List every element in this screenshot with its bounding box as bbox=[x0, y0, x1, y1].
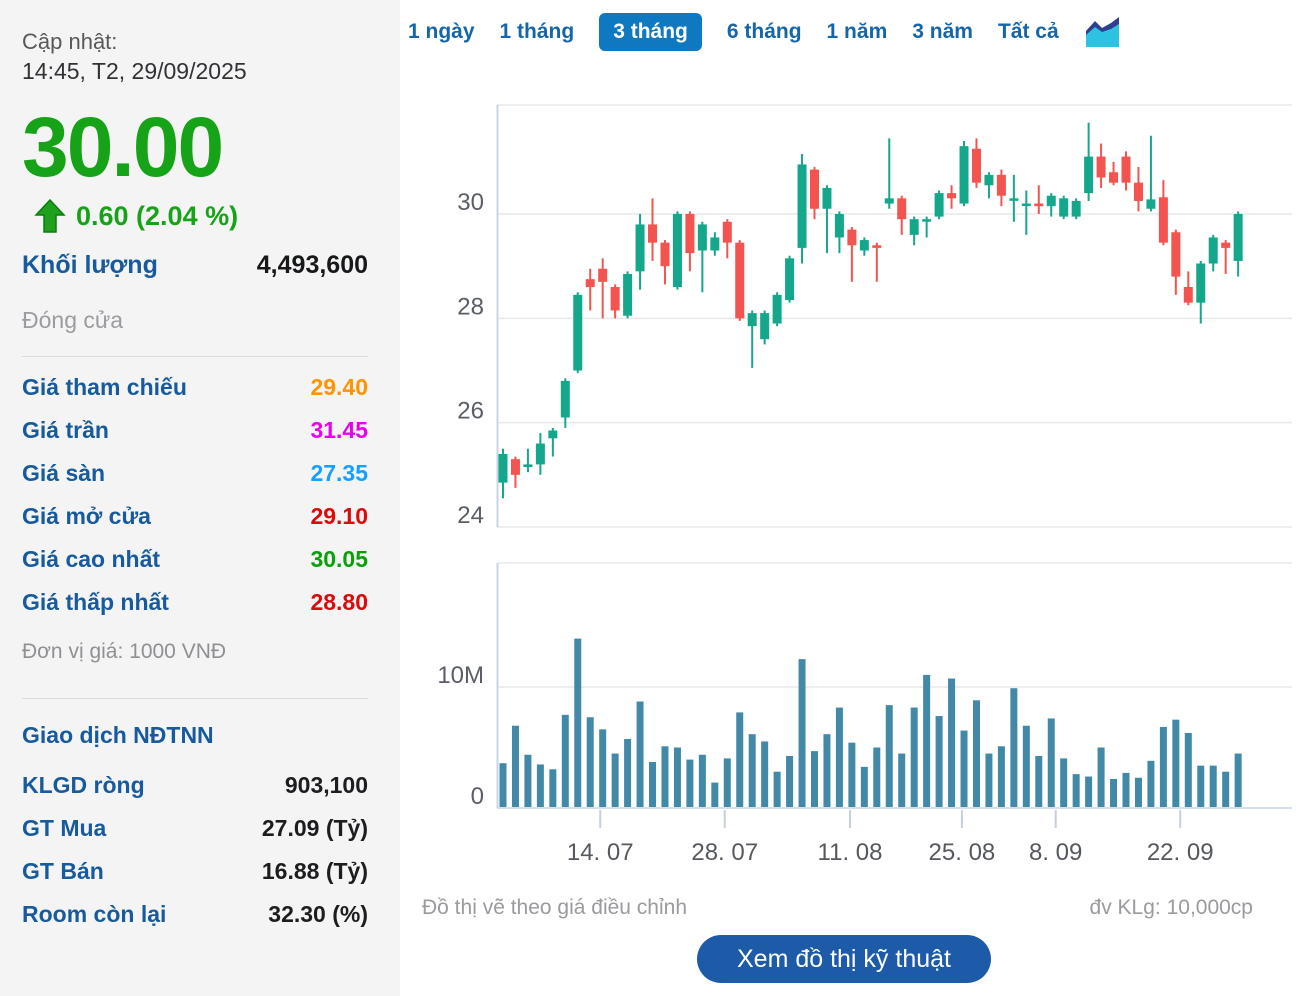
svg-text:25. 08: 25. 08 bbox=[929, 839, 996, 866]
tab-3-tháng[interactable]: 3 tháng bbox=[599, 13, 702, 51]
svg-text:0: 0 bbox=[471, 783, 484, 810]
table-row: Giá mở cửa 29.10 bbox=[22, 495, 368, 538]
updated-label: Cập nhật: bbox=[22, 29, 118, 54]
row-value: 29.40 bbox=[310, 374, 368, 400]
row-value: 903,100 bbox=[284, 772, 368, 798]
row-label: Giá thấp nhất bbox=[22, 589, 169, 615]
table-row: GT Bán 16.88 (Tỷ) bbox=[22, 850, 368, 893]
adjusted-price-note: Đồ thị vẽ theo giá điều chỉnh bbox=[422, 896, 688, 919]
price-unit-note: Đơn vị giá: 1000 VNĐ bbox=[22, 640, 227, 663]
price-info-table: Giá tham chiếu 29.40 Giá trần 31.45 Giá sàn 2… bbox=[22, 366, 376, 624]
row-label: Giá trần bbox=[22, 417, 109, 443]
volume-unit-note: đv KLg: 10,000cp bbox=[1089, 896, 1253, 919]
svg-text:28. 07: 28. 07 bbox=[691, 839, 758, 866]
svg-text:11. 08: 11. 08 bbox=[818, 839, 883, 866]
quote-sidebar: Cập nhật: 14:45, T2, 29/09/2025 30.00 0.… bbox=[0, 0, 400, 996]
arrow-up-icon bbox=[34, 199, 66, 233]
row-value: 31.45 bbox=[310, 417, 368, 443]
svg-text:22. 09: 22. 09 bbox=[1147, 839, 1214, 866]
row-label: Room còn lại bbox=[22, 901, 167, 927]
table-row: Giá thấp nhất 28.80 bbox=[22, 581, 368, 624]
svg-text:30: 30 bbox=[457, 189, 484, 216]
row-value: 16.88 (Tỷ) bbox=[261, 858, 368, 884]
last-price: 30.00 bbox=[22, 100, 224, 194]
svg-text:24: 24 bbox=[457, 502, 484, 529]
tab-3-năm[interactable]: 3 năm bbox=[912, 20, 973, 43]
tab-6-tháng[interactable]: 6 tháng bbox=[726, 20, 802, 43]
svg-text:8. 09: 8. 09 bbox=[1029, 839, 1082, 866]
row-label: GT Mua bbox=[22, 815, 107, 841]
row-value: 32.30 (%) bbox=[268, 901, 368, 927]
table-row: Giá tham chiếu 29.40 bbox=[22, 366, 368, 409]
row-value: 27.35 bbox=[310, 460, 368, 486]
volume-value: 4,493,600 bbox=[256, 250, 368, 279]
row-value: 27.09 (Tỷ) bbox=[261, 815, 368, 841]
foreign-trading-header: Giao dịch NĐTNN bbox=[22, 721, 214, 748]
row-label: Giá sàn bbox=[22, 460, 106, 486]
row-value: 30.05 bbox=[310, 546, 368, 572]
row-label: GT Bán bbox=[22, 858, 104, 884]
svg-text:28: 28 bbox=[457, 293, 484, 320]
divider bbox=[22, 698, 368, 699]
volume-row: Khối lượng 4,493,600 bbox=[22, 249, 368, 281]
area-chart-icon[interactable] bbox=[1084, 16, 1121, 49]
divider bbox=[22, 356, 368, 357]
svg-text:14. 07: 14. 07 bbox=[567, 839, 634, 866]
technical-chart-button[interactable]: Xem đồ thị kỹ thuật bbox=[697, 935, 991, 983]
svg-text:26: 26 bbox=[457, 398, 484, 425]
updated-time: 14:45, T2, 29/09/2025 bbox=[22, 58, 247, 84]
table-row: Giá cao nhất 30.05 bbox=[22, 538, 368, 581]
foreign-trading-table: KLGD ròng 903,100 GT Mua 27.09 (Tỷ) GT Bán 16… bbox=[22, 764, 376, 936]
tab-1-ngày[interactable]: 1 ngày bbox=[408, 20, 475, 43]
table-row: GT Mua 27.09 (Tỷ) bbox=[22, 807, 368, 850]
tab-tất-cả[interactable]: Tất cả bbox=[997, 20, 1059, 43]
row-label: Giá tham chiếu bbox=[22, 374, 187, 400]
table-row: Room còn lại 32.30 (%) bbox=[22, 893, 368, 936]
period-tabs: 1 ngày 1 tháng 3 tháng 6 tháng 1 năm 3 năm Tất… bbox=[408, 13, 1121, 51]
table-row: KLGD ròng 903,100 bbox=[22, 764, 368, 807]
tab-1-tháng[interactable]: 1 tháng bbox=[499, 20, 575, 43]
price-volume-chart[interactable]: 24 26 28 30 10M 0 14. 07 28. 07 11. 08 25. 08 8. 0… bbox=[420, 0, 1300, 880]
price-change: 0.60 (2.04 %) bbox=[76, 200, 239, 231]
row-label: KLGD ròng bbox=[22, 772, 145, 798]
row-label: Giá mở cửa bbox=[22, 503, 151, 529]
price-change-row: 0.60 (2.04 %) bbox=[22, 199, 376, 233]
table-row: Giá sàn 27.35 bbox=[22, 452, 368, 495]
session-status: Đóng cửa bbox=[22, 307, 124, 333]
volume-label: Khối lượng bbox=[22, 250, 158, 279]
svg-text:10M: 10M bbox=[437, 662, 484, 689]
row-value: 29.10 bbox=[310, 503, 368, 529]
table-row: Giá trần 31.45 bbox=[22, 409, 368, 452]
row-label: Giá cao nhất bbox=[22, 546, 161, 572]
row-value: 28.80 bbox=[310, 589, 368, 615]
tab-1-năm[interactable]: 1 năm bbox=[826, 20, 888, 43]
